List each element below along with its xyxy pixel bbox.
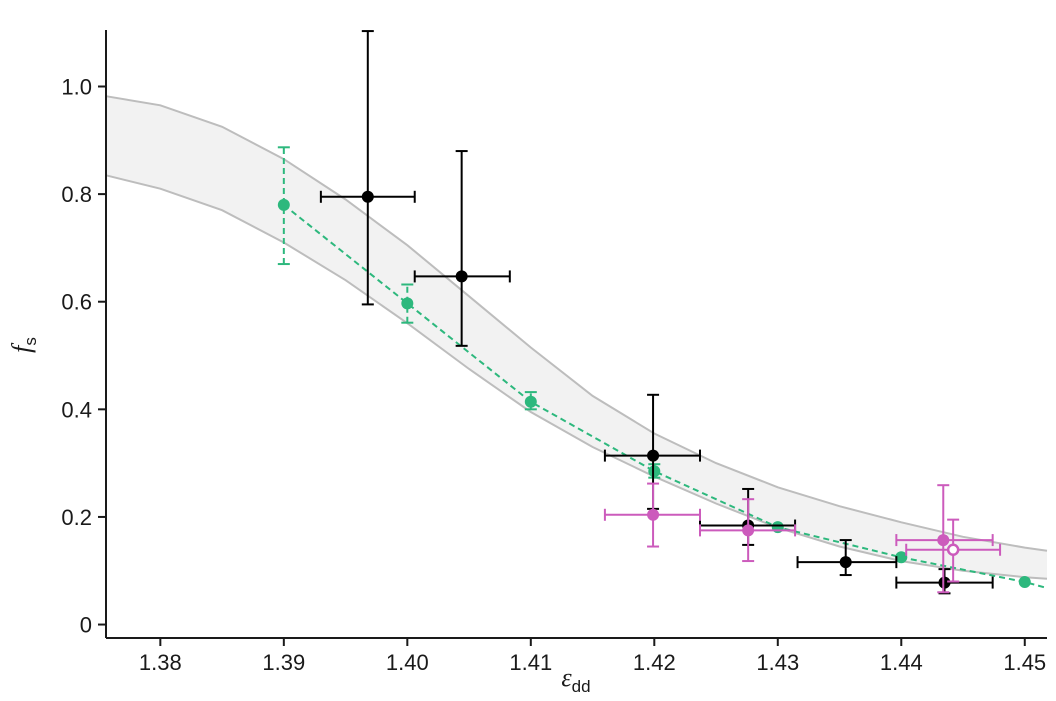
x-tick-label: 1.40 [386,650,429,675]
x-tick-label: 1.44 [880,650,923,675]
y-tick-label: 0 [80,613,92,638]
x-tick-label: 1.39 [262,650,305,675]
series-0 [277,146,1048,589]
y-tick-label: 0.4 [61,397,92,422]
x-axis-label: εdd [561,663,590,696]
data-point [938,576,951,589]
data-point [401,297,414,310]
series-dashed-line [283,204,1048,589]
data-point [277,198,290,211]
data-point [647,508,660,521]
band-upper-edge [105,95,1048,552]
band-fill [106,96,1047,579]
x-tick-label: 1.42 [633,650,676,675]
y-tick-label: 0.8 [61,182,92,207]
band-lower-edge [105,174,1048,580]
x-tick-label: 1.45 [1003,650,1046,675]
data-point [648,465,661,478]
data-point-open [946,543,960,557]
series-2 [603,482,1002,594]
data-point [524,395,537,408]
data-series [277,30,1048,595]
y-tick-label: 0.6 [61,290,92,315]
axes [105,30,1047,639]
data-point [839,556,852,569]
y-ticks: 0 0.2 0.4 0.6 0.8 1.0 [61,74,106,638]
data-point [742,524,755,537]
data-point [1018,576,1031,589]
x-ticks: 1.38 1.39 1.40 1.41 1.42 1.43 1.44 1.45 [139,638,1046,675]
data-point [895,551,908,564]
x-tick-label: 1.38 [139,650,182,675]
data-point [455,270,468,283]
data-point [361,190,374,203]
y-tick-label: 0.2 [61,505,92,530]
uncertainty-band [105,95,1048,580]
y-axis-label: fs [7,337,40,353]
data-point [937,534,950,547]
series-1 [319,30,994,595]
y-tick-label: 1.0 [61,74,92,99]
x-tick-label: 1.43 [756,650,799,675]
data-point [647,449,660,462]
x-tick-label: 1.41 [509,650,552,675]
